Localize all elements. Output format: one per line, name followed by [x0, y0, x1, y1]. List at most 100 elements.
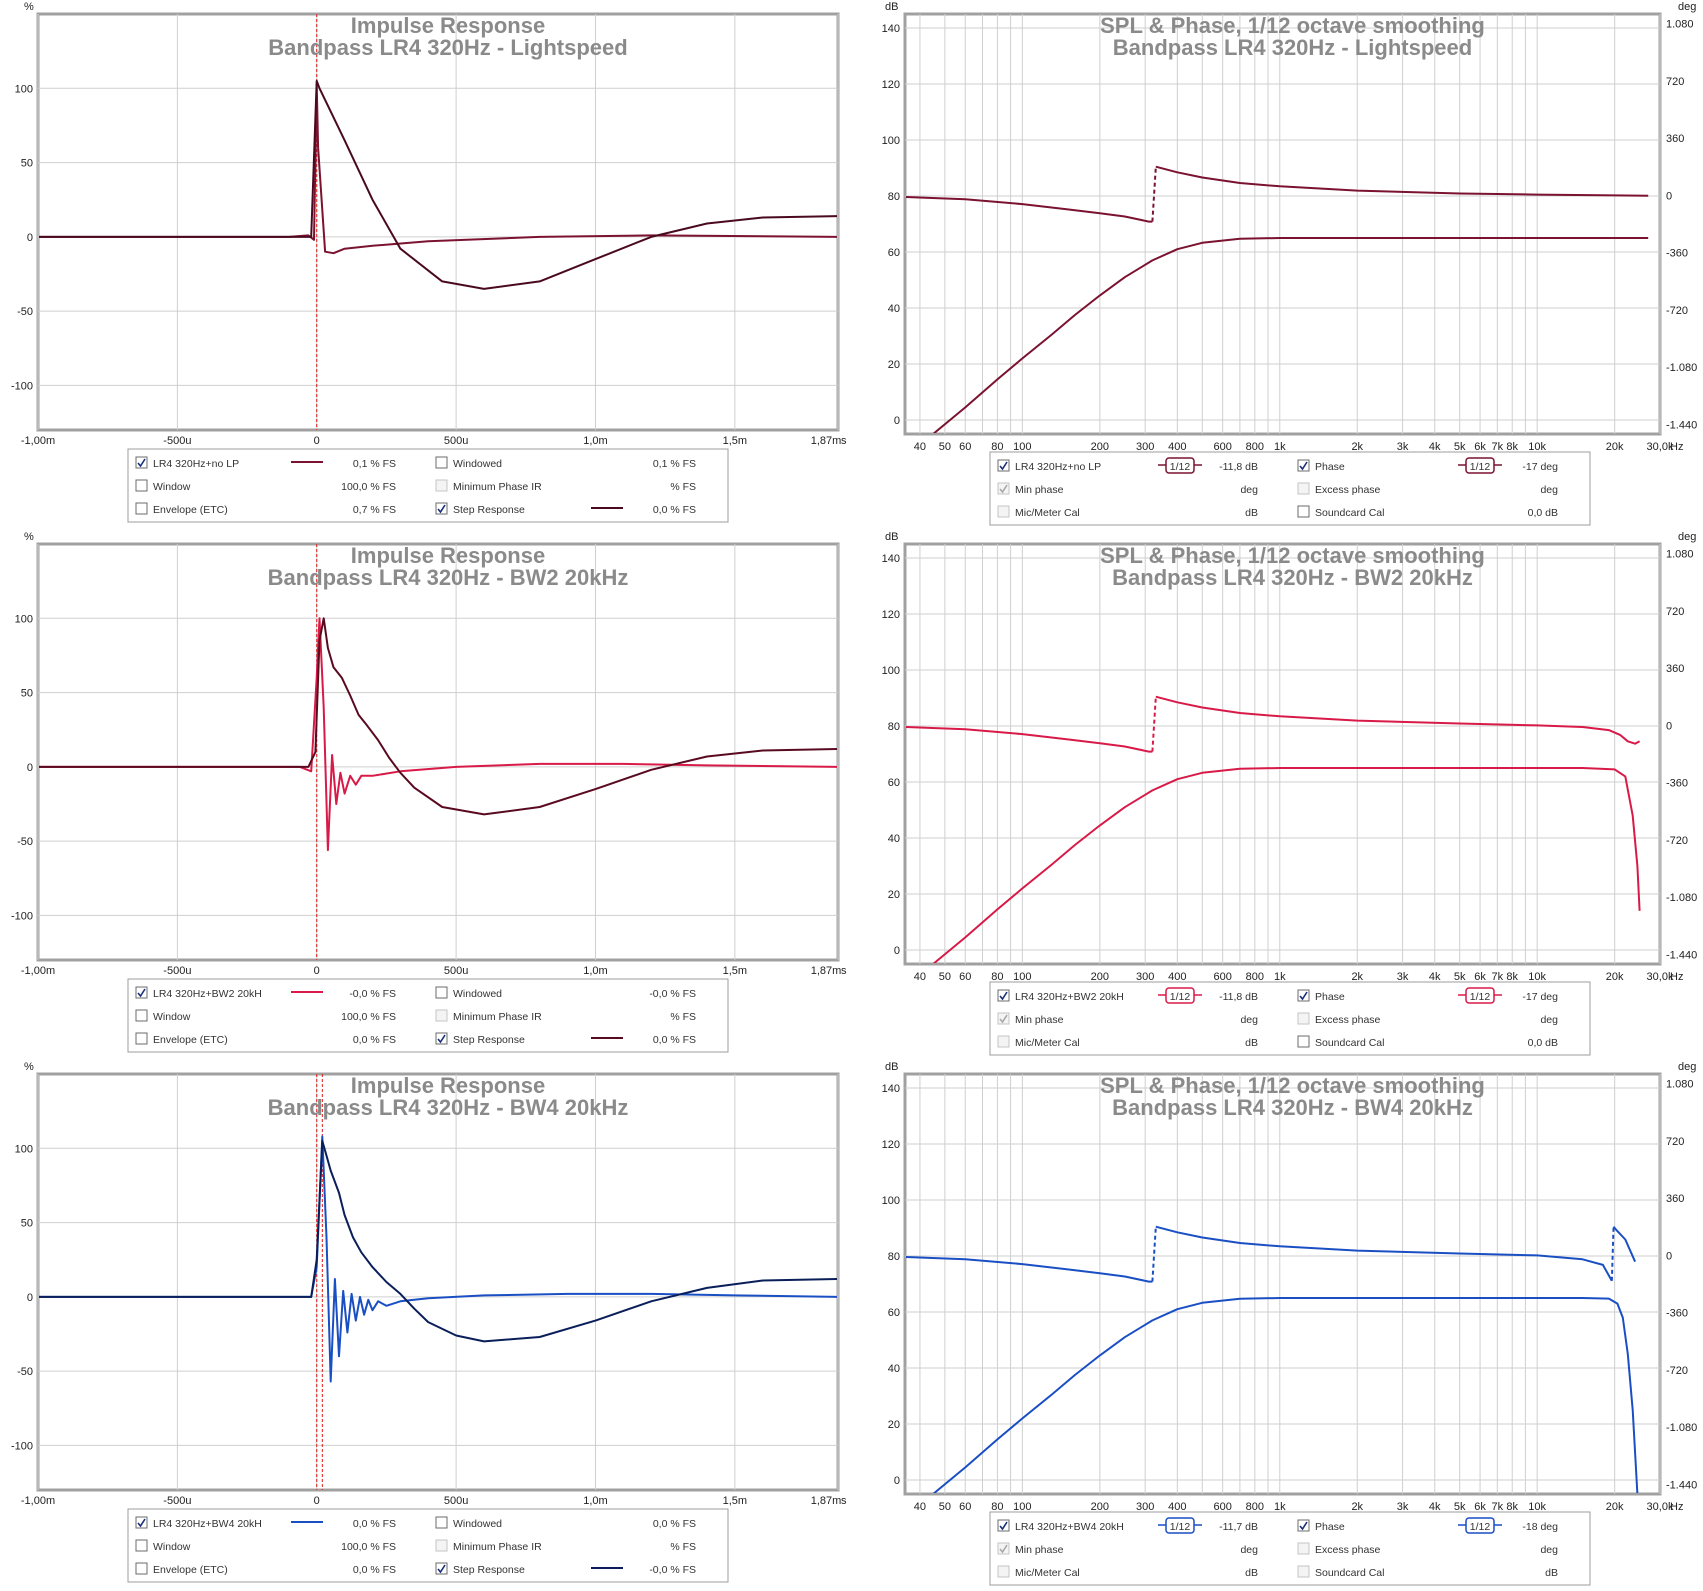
x-tick-label: 300 [1136, 441, 1154, 453]
checkmark-icon [137, 1518, 146, 1528]
x-tick-label: 30,0k [1647, 971, 1674, 983]
legend-value: 0,0 % FS [653, 1034, 696, 1046]
legend-checkbox [1297, 1519, 1310, 1532]
legend-value: 100,0 % FS [341, 481, 396, 493]
impulse-panel-0: 100 50 0 -50 -100 -1,00m -500u 0 500u 1,0m 1,5m 1,8… [11, 1, 847, 523]
legend-item: Windowed 0,0 % FS [435, 1516, 696, 1530]
y2-tick-label: 0 [1666, 720, 1672, 732]
x-tick-label: 500u [444, 1495, 468, 1507]
legend-label: Minimum Phase IR [453, 1011, 542, 1023]
legend-frame [127, 978, 729, 1053]
legend-item: Mic/Meter Cal dB [997, 1565, 1258, 1579]
y2-tick-label: 1.080 [1666, 19, 1694, 31]
x-tick-label: 6k [1474, 441, 1486, 453]
x-tick-label: 800 [1246, 971, 1264, 983]
legend-value: dB [1245, 1037, 1258, 1049]
y-tick-label: 40 [888, 303, 900, 315]
x-tick-label: 8k [1506, 1501, 1518, 1513]
x-tick-label: -500u [163, 965, 191, 977]
legend: LR4 320Hz+BW4 20kH 1/12 -11,7 dB Phase 1/12 -… [989, 1511, 1591, 1586]
x-tick-label: 80 [991, 971, 1003, 983]
phase-line [906, 695, 1641, 753]
x-tick-label: -500u [163, 435, 191, 447]
legend-item: LR4 320Hz+BW2 20kH -0,0 % FS [135, 986, 396, 1000]
legend-label: Step Response [453, 504, 525, 516]
x-tick-label: 30,0k [1647, 1501, 1674, 1513]
legend-checkbox [997, 989, 1010, 1002]
legend-label: LR4 320Hz+BW2 20kH [153, 988, 262, 1000]
x-tick-label: 4k [1429, 1501, 1441, 1513]
legend-checkbox [997, 482, 1010, 495]
legend-label: Window [153, 481, 191, 493]
chart-title: SPL & Phase, 1/12 octave smoothing [1100, 13, 1485, 38]
y-tick-label: 50 [21, 688, 33, 700]
y2-tick-label: 1.080 [1666, 1079, 1694, 1091]
legend-value: -11,8 dB [1219, 461, 1258, 473]
checkmark-icon [999, 1521, 1008, 1531]
x-tick-label: 1,0m [583, 1495, 607, 1507]
smoothing-label: 1/12 [1170, 1521, 1191, 1533]
legend-label: Min phase [1015, 1544, 1064, 1556]
x-tick-label: 40 [914, 1501, 926, 1513]
legend-item: Window 100,0 % FS [135, 479, 396, 493]
x-unit-label: s [841, 965, 847, 977]
x-tick-label: 5k [1454, 971, 1466, 983]
x-tick-label: 6k [1474, 971, 1486, 983]
y2-tick-label: -1.080 [1666, 892, 1697, 904]
legend-label: Envelope (ETC) [153, 1564, 228, 1576]
legend-checkbox [435, 1032, 448, 1045]
x-tick-label: 2k [1351, 971, 1363, 983]
legend-value: deg [1240, 484, 1258, 496]
legend-label: Excess phase [1315, 1544, 1381, 1556]
legend-checkbox [435, 479, 448, 492]
legend-label: Soundcard Cal [1315, 507, 1384, 519]
legend-item: LR4 320Hz+no LP 0,1 % FS [135, 456, 396, 470]
legend-label: Mic/Meter Cal [1015, 507, 1080, 519]
x-tick-label: 500u [444, 965, 468, 977]
x-tick-label: -500u [163, 1495, 191, 1507]
legend-value: deg [1540, 1014, 1558, 1026]
x-unit-label: s [841, 1495, 847, 1507]
plot-area [903, 1072, 1662, 1496]
x-tick-label: 1,87m [811, 965, 842, 977]
legend-checkbox [135, 1009, 148, 1022]
chart-subtitle: Bandpass LR4 320Hz - BW2 20kHz [268, 565, 629, 590]
x-tick-label: 200 [1091, 1501, 1109, 1513]
legend-item: Window 100,0 % FS [135, 1539, 396, 1553]
legend-label: LR4 320Hz+no LP [153, 458, 239, 470]
checkmark-icon [137, 458, 146, 468]
y-tick-label: 0 [27, 232, 33, 244]
y2-tick-label: -1.080 [1666, 362, 1697, 374]
checkmark-icon [437, 1564, 446, 1574]
x-tick-label: 60 [959, 971, 971, 983]
x-tick-label: 40 [914, 971, 926, 983]
smoothing-badge [1465, 1517, 1495, 1534]
x-tick-label: 600 [1213, 441, 1231, 453]
x-tick-label: 1,87m [811, 1495, 842, 1507]
checkmark-icon [999, 1014, 1008, 1024]
legend-checkbox [997, 1012, 1010, 1025]
x-tick-label: 4k [1429, 971, 1441, 983]
legend-item: Min phase deg [997, 482, 1258, 496]
legend-label: Mic/Meter Cal [1015, 1567, 1080, 1579]
legend-label: LR4 320Hz+no LP [1015, 461, 1101, 473]
y2-tick-label: -720 [1666, 1365, 1688, 1377]
legend-value: 0,0 % FS [653, 1518, 696, 1530]
y-tick-label: 20 [888, 359, 900, 371]
legend-item: Envelope (ETC) 0,0 % FS [135, 1032, 396, 1046]
chart-title: SPL & Phase, 1/12 octave smoothing [1100, 1073, 1485, 1098]
legend-item: LR4 320Hz+BW2 20kH 1/12 -11,8 dB [997, 987, 1258, 1004]
x-tick-label: 7k [1491, 971, 1503, 983]
legend-checkbox [135, 502, 148, 515]
y-tick-label: 120 [882, 609, 900, 621]
x-tick-label: 30,0k [1647, 441, 1674, 453]
legend-checkbox [435, 1539, 448, 1552]
y-tick-label: 80 [888, 1251, 900, 1263]
legend-checkbox [1297, 482, 1310, 495]
legend-value: 0,1 % FS [653, 458, 696, 470]
legend-label: Min phase [1015, 484, 1064, 496]
x-tick-label: 300 [1136, 971, 1154, 983]
x-tick-label: 1k [1274, 1501, 1286, 1513]
legend-checkbox [435, 1516, 448, 1529]
x-tick-label: -1,00m [21, 435, 55, 447]
